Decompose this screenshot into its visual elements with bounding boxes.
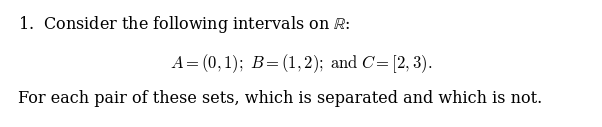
Text: 1.  Consider the following intervals on $\mathbb{R}$:: 1. Consider the following intervals on $… bbox=[18, 14, 350, 35]
Text: $A = (0, 1);\;  B = (1, 2);\;  \mathrm{and}\;  C = [2, 3).$: $A = (0, 1);\; B = (1, 2);\; \mathrm{and… bbox=[170, 52, 432, 75]
Text: For each pair of these sets, which is separated and which is not.: For each pair of these sets, which is se… bbox=[18, 90, 542, 107]
